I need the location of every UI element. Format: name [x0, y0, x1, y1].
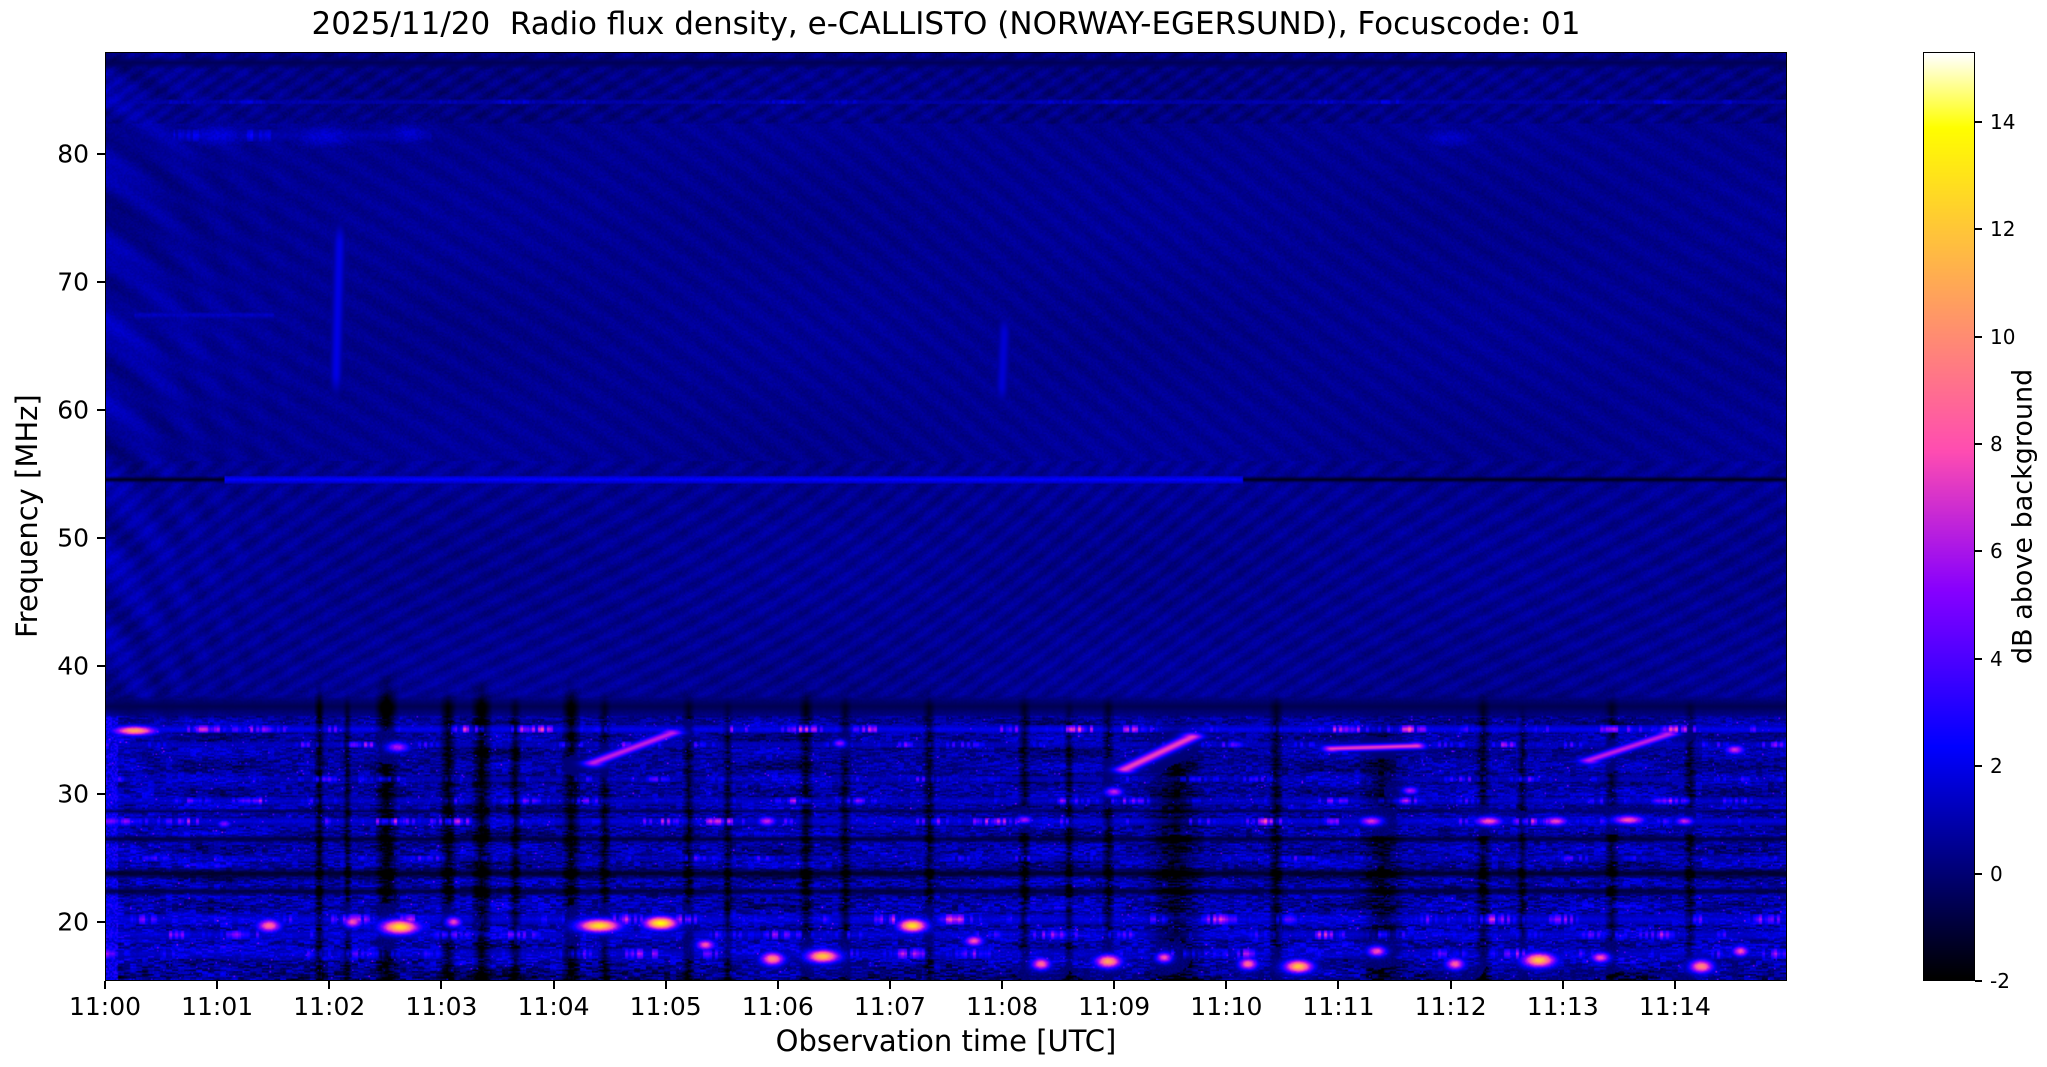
y-tick-label: 70	[57, 267, 89, 297]
colorbar-label: dB above background	[2007, 368, 2039, 665]
y-tick-mark	[97, 793, 105, 796]
colorbar-tick-mark	[1975, 872, 1982, 875]
colorbar-tick-mark	[1975, 228, 1982, 231]
x-tick-label: 11:12	[1414, 992, 1487, 1021]
x-tick-mark	[1561, 981, 1564, 989]
y-tick-label: 40	[57, 651, 89, 681]
plot-area	[105, 52, 1787, 981]
colorbar-tick-label: 10	[1990, 324, 2016, 349]
y-tick-label: 50	[57, 523, 89, 553]
x-tick-label: 11:13	[1526, 992, 1599, 1021]
x-tick-label: 11:01	[181, 992, 254, 1021]
y-tick-label: 20	[57, 907, 89, 937]
x-tick-mark	[552, 981, 555, 989]
colorbar-tick-label: 0	[1990, 861, 2003, 886]
colorbar-tick-label: -2	[1990, 969, 2010, 993]
colorbar-tick-mark	[1975, 335, 1982, 338]
colorbar-tick-label: 8	[1990, 432, 2003, 456]
x-tick-label: 11:08	[966, 992, 1039, 1021]
y-tick-mark	[97, 153, 105, 156]
x-tick-label: 11:00	[68, 992, 142, 1021]
x-tick-label: 11:14	[1638, 992, 1711, 1021]
x-tick-mark	[1001, 981, 1004, 989]
x-tick-mark	[1225, 981, 1228, 989]
x-tick-mark	[104, 981, 106, 989]
x-tick-mark	[664, 981, 667, 989]
x-tick-label: 11:04	[517, 992, 590, 1021]
y-tick-mark	[97, 921, 105, 924]
y-tick-mark	[97, 409, 105, 412]
colorbar-tick-mark	[1975, 980, 1982, 982]
x-tick-mark	[1337, 981, 1340, 989]
y-axis-label: Frequency [MHz]	[10, 394, 44, 639]
colorbar-tick-mark	[1975, 765, 1982, 768]
x-tick-label: 11:07	[853, 992, 926, 1021]
y-tick-mark	[97, 537, 105, 540]
x-tick-label: 11:11	[1302, 992, 1375, 1021]
colorbar-tick-mark	[1975, 550, 1982, 553]
x-tick-mark	[328, 981, 331, 989]
x-tick-mark	[1449, 981, 1452, 989]
x-tick-label: 11:02	[293, 992, 366, 1021]
colorbar-tick-mark	[1975, 443, 1982, 445]
x-tick-mark	[776, 981, 779, 989]
colorbar-tick-label: 4	[1990, 646, 2003, 671]
x-tick-label: 11:09	[1078, 992, 1151, 1021]
y-tick-label: 80	[57, 139, 89, 169]
x-tick-mark	[1673, 981, 1676, 989]
x-tick-mark	[216, 981, 219, 989]
x-tick-mark	[440, 981, 443, 989]
y-tick-mark	[97, 281, 105, 284]
chart-title: 2025/11/20 Radio flux density, e-CALLIST…	[311, 6, 1581, 42]
x-tick-mark	[888, 981, 891, 989]
colorbar-tick-label: 6	[1990, 539, 2003, 564]
colorbar-gradient	[1924, 53, 1974, 980]
colorbar-tick-label: 12	[1990, 217, 2016, 242]
y-tick-mark	[97, 665, 105, 668]
y-tick-label: 60	[57, 395, 89, 425]
colorbar-tick-label: 2	[1990, 754, 2003, 779]
x-tick-label: 11:05	[629, 992, 702, 1021]
colorbar-tick-label: 14	[1990, 109, 2016, 134]
x-tick-mark	[1113, 981, 1116, 989]
x-tick-label: 11:06	[741, 992, 814, 1021]
spectrogram-image	[106, 53, 1786, 980]
colorbar	[1923, 52, 1975, 981]
x-axis-label: Observation time [UTC]	[775, 1024, 1117, 1058]
x-tick-label: 11:10	[1190, 992, 1263, 1021]
x-tick-label: 11:03	[405, 992, 478, 1021]
colorbar-tick-mark	[1975, 120, 1982, 123]
y-tick-label: 30	[57, 779, 89, 809]
colorbar-tick-mark	[1975, 657, 1982, 660]
